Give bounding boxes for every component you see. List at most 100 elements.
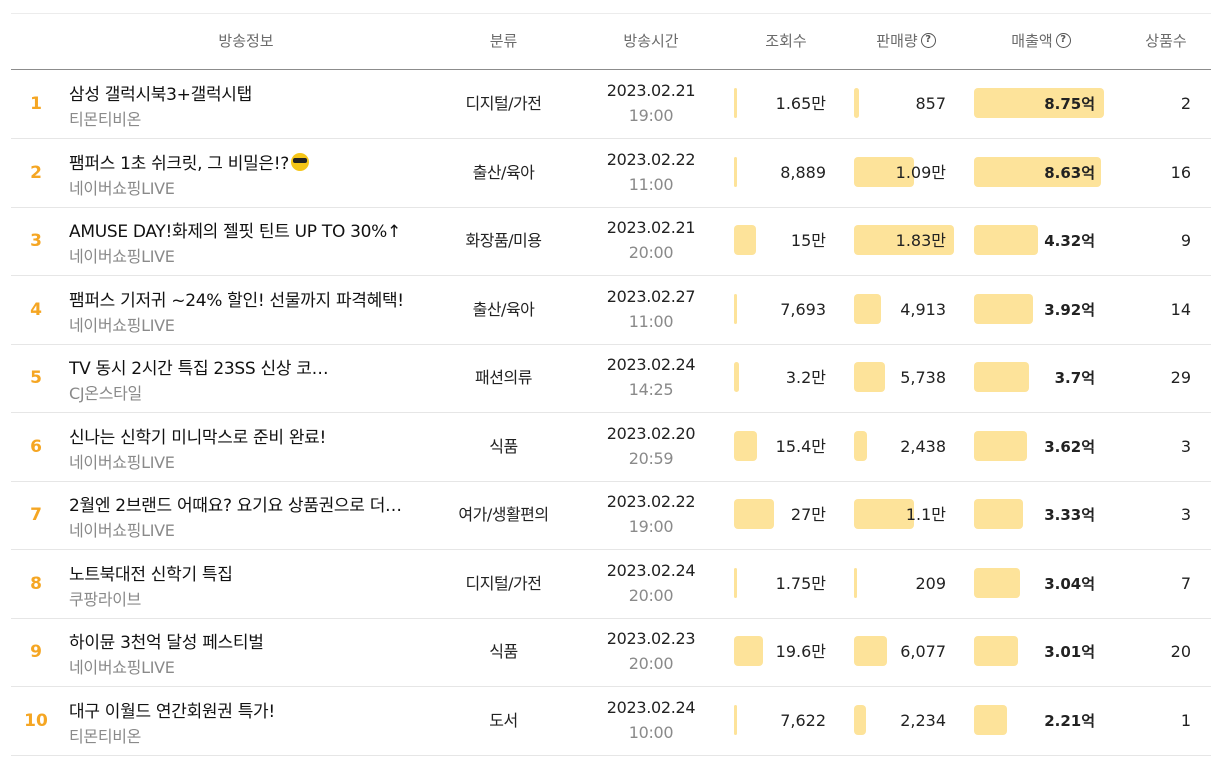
broadcast-title-text: 하이뮨 3천억 달성 페스티벌: [69, 633, 264, 653]
broadcast-title[interactable]: 하이뮨 3천억 달성 페스티벌: [69, 628, 429, 653]
product-count: 29: [1170, 368, 1191, 387]
channel-name: CJ온스타일: [69, 384, 142, 403]
rank-number: 5: [30, 368, 42, 388]
broadcast-date: 2023.02.24: [606, 560, 696, 580]
table-row[interactable]: 5 TV 동시 2시간 특집 23SS 신상 코… CJ온스타일 패션의류 2023.0…: [11, 344, 1211, 413]
category-label: 도서: [489, 710, 518, 730]
table-header: 방송정보 분류 방송시간 조회수 판매량? 매출액? 상품수: [11, 14, 1211, 70]
views-value: 7,622: [780, 710, 826, 730]
views-value: 15만: [790, 231, 826, 250]
views-bar: [734, 156, 737, 187]
product-count: 7: [1180, 573, 1191, 593]
header-product-count[interactable]: 상품수: [1145, 32, 1187, 50]
header-broadcast-time[interactable]: 방송시간: [623, 32, 679, 50]
views-bar: [734, 567, 737, 598]
broadcast-time: 20:00: [628, 585, 674, 605]
table-row[interactable]: 8 노트북대전 신학기 특집 쿠팡라이브 디지털/가전 2023.02.24 20:00 1…: [11, 550, 1211, 619]
sales-volume-bar: [854, 293, 881, 324]
category-label: 패션의류: [475, 368, 532, 387]
sales-volume-value: 857: [915, 94, 946, 113]
broadcast-title[interactable]: 대구 이월드 연간회원권 특가!: [69, 697, 429, 722]
product-count: 20: [1170, 642, 1191, 661]
broadcast-time: 10:00: [628, 722, 674, 742]
broadcast-title[interactable]: 2월엔 2브랜드 어때요? 요기요 상품권으로 더…: [69, 491, 429, 516]
sales-volume-value: 1.83만: [895, 231, 946, 250]
views-value: 3.2만: [785, 368, 826, 387]
broadcast-time: 19:00: [628, 106, 674, 125]
table-row[interactable]: 7 2월엔 2브랜드 어때요? 요기요 상품권으로 더… 네이버쇼핑LIVE 여가/생…: [11, 481, 1211, 550]
sales-amount-bar: [974, 567, 1020, 598]
broadcast-date: 2023.02.22: [606, 492, 696, 511]
category-label: 식품: [489, 642, 518, 661]
help-icon[interactable]: ?: [920, 33, 936, 48]
product-count: 9: [1180, 231, 1191, 250]
sales-amount-value: 3.01억: [1044, 643, 1095, 661]
rank-number: 2: [30, 162, 42, 183]
table-row[interactable]: 10 대구 이월드 연간회원권 특가! 티몬티비온 도서 2023.02.24 10:00…: [11, 687, 1211, 756]
sales-amount-bar: [974, 88, 1104, 118]
sales-volume-value: 209: [915, 573, 946, 593]
table-row[interactable]: 2 팸퍼스 1초 쉬크릿, 그 비밀은!? 네이버쇼핑LIVE 출산/육아 2023.0…: [11, 139, 1211, 208]
broadcast-time: 11:00: [628, 311, 674, 331]
rank-number: 7: [30, 505, 42, 525]
broadcast-date: 2023.02.24: [606, 355, 696, 374]
views-bar: [734, 225, 756, 255]
broadcast-title[interactable]: TV 동시 2시간 특집 23SS 신상 코…: [69, 354, 429, 379]
rank-number: 8: [30, 573, 42, 594]
table-row[interactable]: 3 AMUSE DAY!화제의 젤핏 틴트 UP TO 30%↑ 네이버쇼핑LIVE…: [11, 207, 1211, 276]
sales-volume-value: 2,234: [900, 710, 946, 730]
sales-amount-value: 3.7억: [1054, 369, 1095, 387]
header-sales-volume[interactable]: 판매량?: [851, 14, 961, 69]
views-bar: [734, 499, 774, 529]
sales-amount-value: 3.92억: [1044, 300, 1095, 319]
broadcast-date: 2023.02.23: [606, 629, 696, 648]
broadcast-title[interactable]: 팸퍼스 1초 쉬크릿, 그 비밀은!?: [69, 149, 429, 174]
views-bar: [734, 430, 757, 461]
rank-number: 9: [30, 642, 42, 662]
category-label: 화장품/미용: [465, 231, 543, 250]
channel-name: 티몬티비온: [69, 110, 142, 129]
views-bar: [734, 362, 740, 392]
broadcast-title[interactable]: 팸퍼스 기저귀 ~24% 할인! 선물까지 파격혜택!: [69, 286, 429, 311]
sales-amount-value: 8.63억: [1044, 163, 1095, 182]
broadcast-title-text: 신나는 신학기 미니막스로 준비 완료!: [69, 427, 327, 448]
help-icon[interactable]: ?: [1055, 33, 1071, 48]
header-category[interactable]: 분류: [489, 32, 518, 50]
rank-number: 1: [30, 94, 42, 114]
table-row[interactable]: 4 팸퍼스 기저귀 ~24% 할인! 선물까지 파격혜택! 네이버쇼핑LIVE 출산/…: [11, 276, 1211, 345]
rank-number: 10: [24, 710, 48, 731]
category-label: 출산/육아: [472, 162, 535, 182]
broadcast-time: 20:59: [628, 448, 674, 468]
top-divider: [11, 13, 1211, 14]
broadcast-date: 2023.02.27: [606, 286, 696, 306]
channel-name: 네이버쇼핑LIVE: [69, 658, 175, 677]
sales-amount-bar: [974, 704, 1007, 735]
rank-number: 3: [30, 231, 42, 251]
sunglasses-emoji-icon: [291, 152, 310, 171]
header-broadcast-info[interactable]: 방송정보: [218, 32, 274, 50]
header-views[interactable]: 조회수: [765, 32, 807, 50]
views-value: 7,693: [780, 299, 826, 319]
views-bar: [734, 704, 737, 735]
sales-volume-bar: [854, 156, 914, 187]
broadcast-title[interactable]: 신나는 신학기 미니막스로 준비 완료!: [69, 423, 429, 448]
broadcast-title-text: 팸퍼스 1초 쉬크릿, 그 비밀은!?: [69, 153, 290, 174]
channel-name: 티몬티비온: [69, 726, 142, 746]
product-count: 3: [1180, 505, 1191, 524]
broadcast-time: 20:00: [628, 654, 674, 673]
broadcast-title[interactable]: 노트북대전 신학기 특집: [69, 560, 429, 585]
channel-name: 네이버쇼핑LIVE: [69, 452, 175, 472]
category-label: 식품: [489, 436, 518, 456]
header-sales-amount[interactable]: 매출액?: [976, 14, 1106, 69]
broadcast-title-text: 2월엔 2브랜드 어때요? 요기요 상품권으로 더…: [69, 496, 402, 516]
broadcast-title[interactable]: AMUSE DAY!화제의 젤핏 틴트 UP TO 30%↑: [69, 217, 429, 242]
broadcast-date: 2023.02.20: [606, 423, 696, 443]
broadcast-title-text: 삼성 갤럭시북3+갤럭시탭: [69, 85, 252, 105]
broadcast-time: 14:25: [628, 380, 674, 399]
product-count: 16: [1170, 162, 1191, 182]
table-row[interactable]: 1 삼성 갤럭시북3+갤럭시탭 티몬티비온 디지털/가전 2023.02.21 19:00…: [11, 70, 1211, 139]
sales-volume-bar: [854, 704, 866, 735]
broadcast-title[interactable]: 삼성 갤럭시북3+갤럭시탭: [69, 80, 429, 105]
table-row[interactable]: 6 신나는 신학기 미니막스로 준비 완료! 네이버쇼핑LIVE 식품 2023.02.…: [11, 413, 1211, 482]
